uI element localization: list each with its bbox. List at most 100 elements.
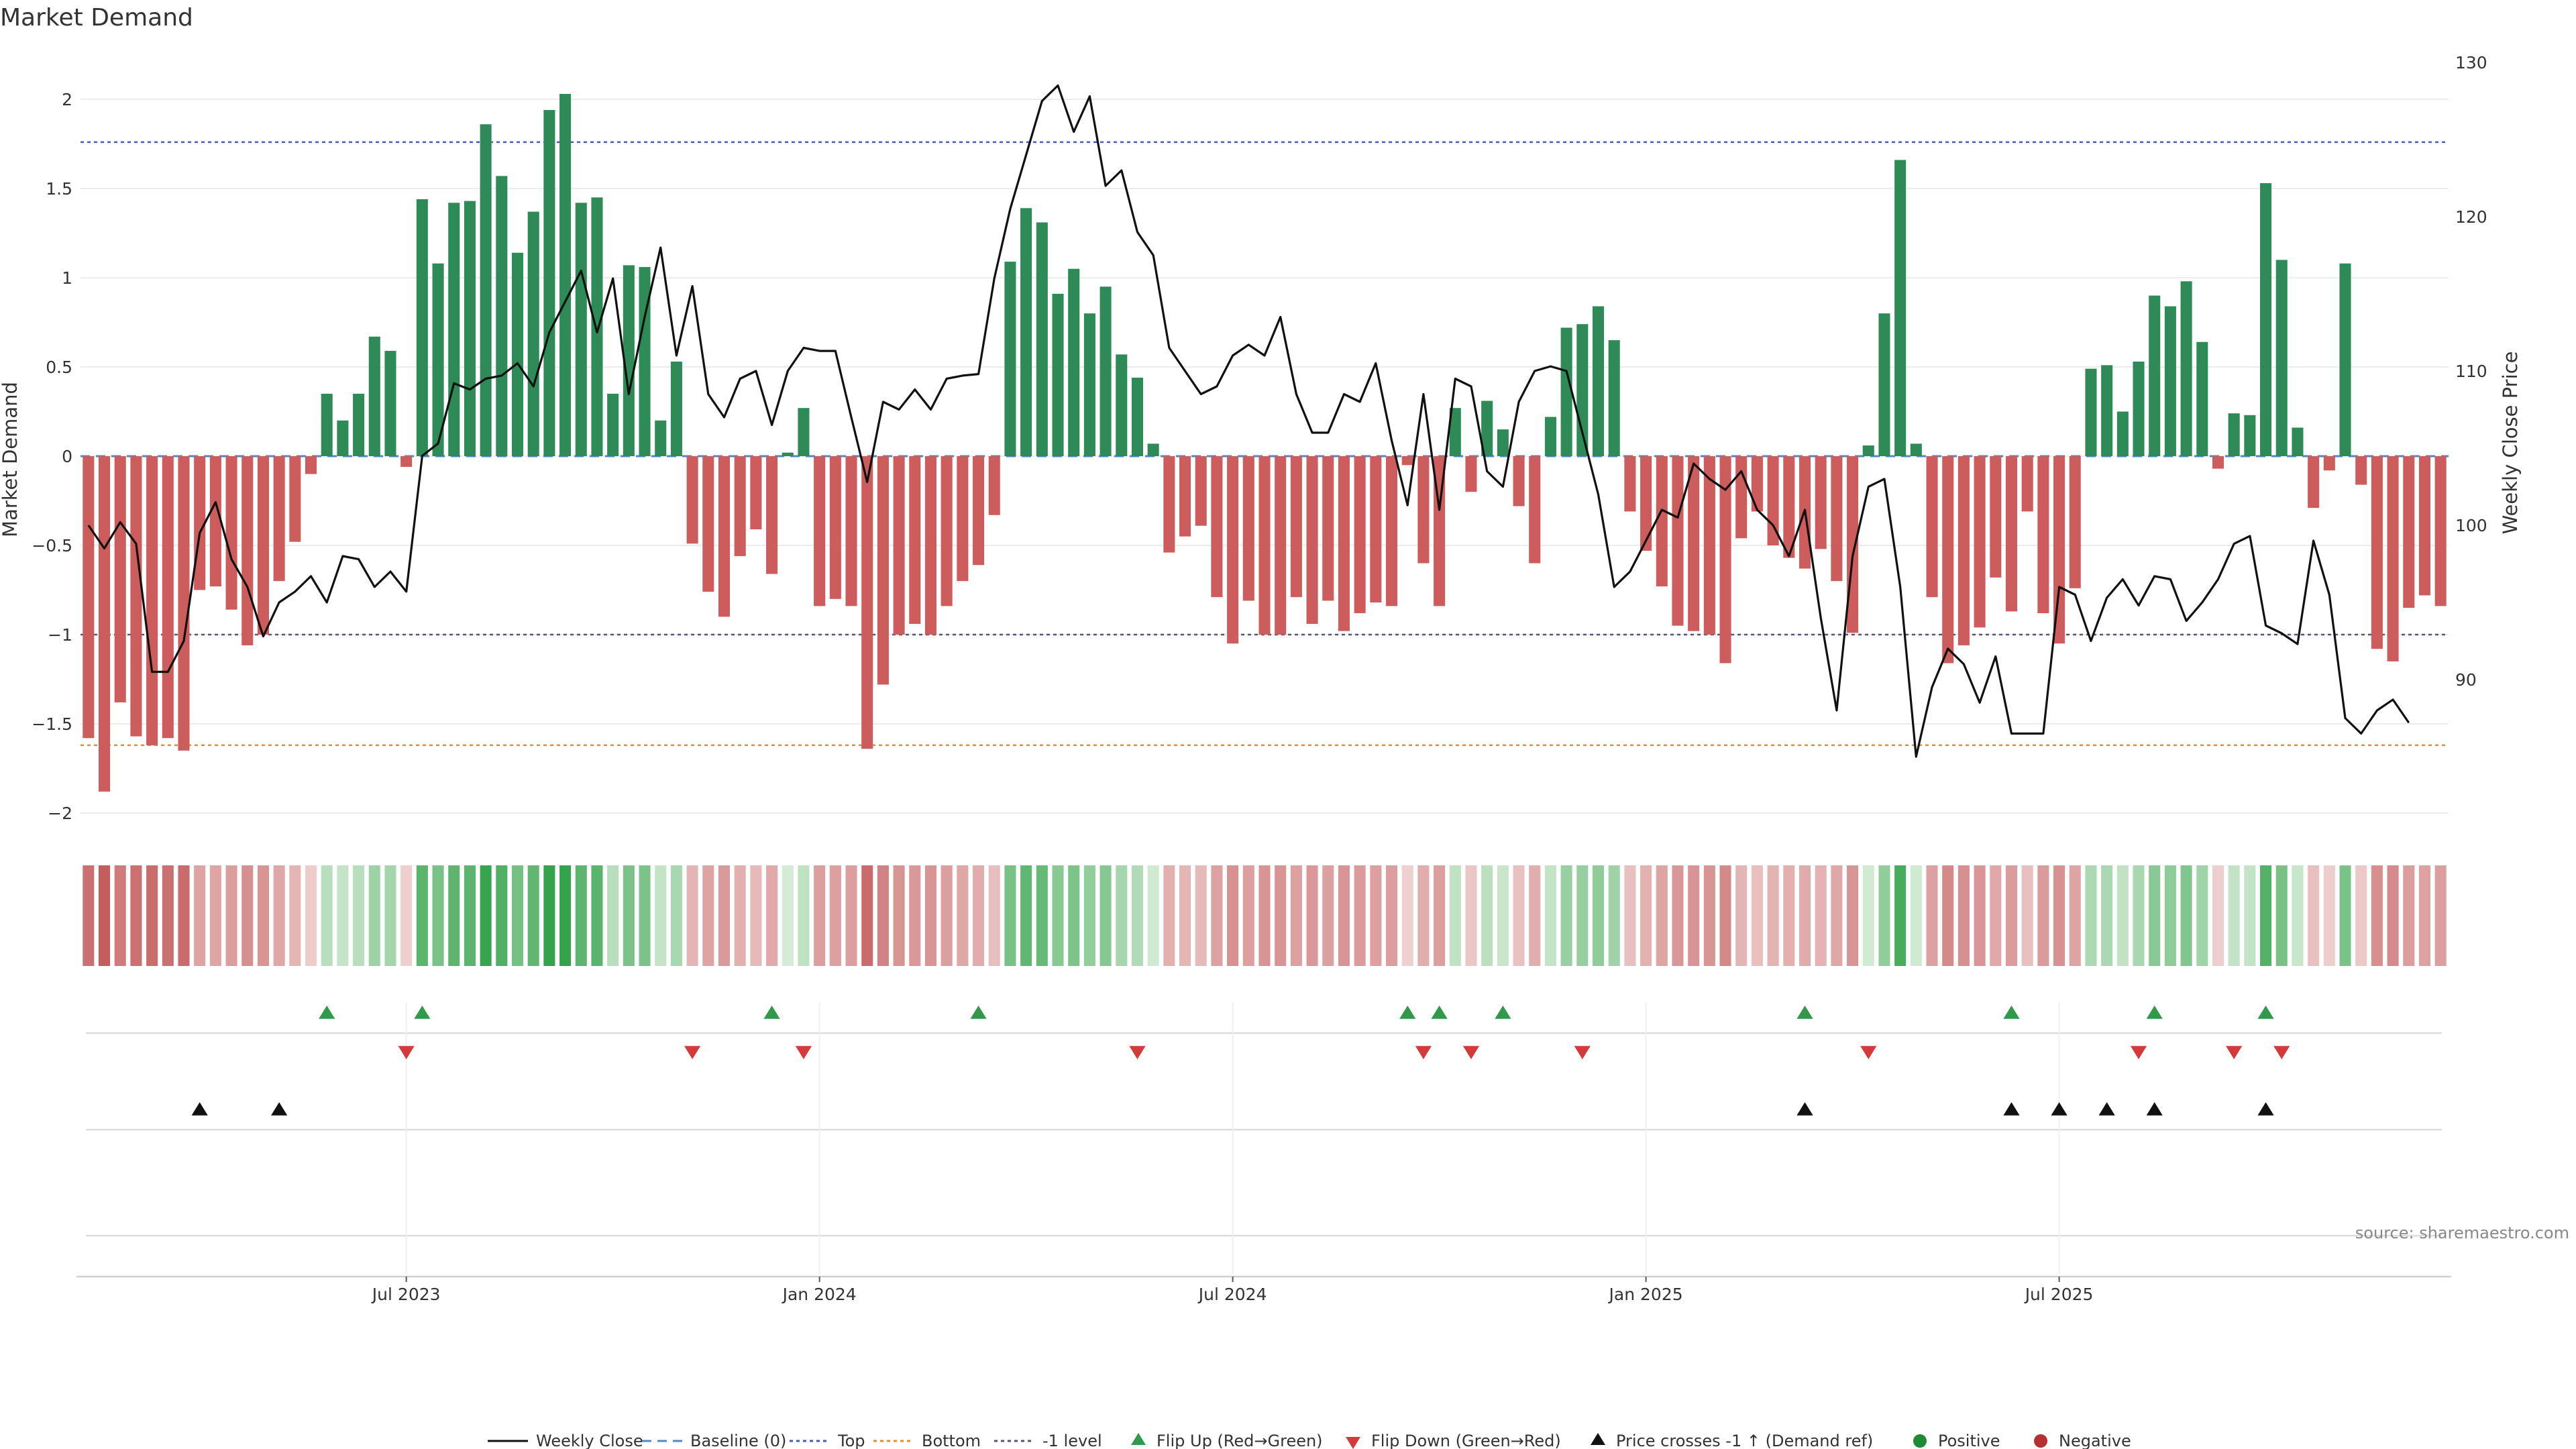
legend-item: Negative: [2034, 1432, 2131, 1449]
heat-cell: [2308, 865, 2320, 966]
heat-cell: [1656, 865, 1668, 966]
heat-cell: [2260, 865, 2272, 966]
price-cross-marker: [1796, 1102, 1813, 1116]
demand-bar: [1052, 293, 1064, 456]
heat-cell: [1052, 865, 1064, 966]
demand-bar: [1131, 377, 1143, 456]
heat-cell: [130, 865, 142, 966]
demand-bar: [1417, 456, 1430, 564]
demand-bar: [1258, 456, 1271, 635]
heat-cell: [734, 865, 746, 966]
demand-bar: [2196, 341, 2208, 456]
legend-item: Positive: [1913, 1432, 2000, 1449]
legend-label: Negative: [2059, 1432, 2131, 1449]
demand-bar: [2418, 456, 2430, 596]
heat-cell: [1370, 865, 1382, 966]
heat-cell: [1211, 865, 1223, 966]
demand-bar: [1227, 456, 1239, 644]
heat-cell: [1306, 865, 1318, 966]
legend-item: Flip Up (Red→Green): [1131, 1432, 1323, 1449]
demand-bar: [1831, 456, 1843, 582]
demand-bar: [1465, 456, 1477, 492]
legend-item: Bottom: [873, 1432, 981, 1449]
heat-cell: [1910, 865, 1922, 966]
heat-cell: [750, 865, 762, 966]
demand-bar: [496, 176, 508, 456]
demand-bar: [2053, 456, 2065, 644]
demand-bar: [368, 336, 380, 456]
demand-bar: [2069, 456, 2081, 588]
heat-cell: [1163, 865, 1175, 966]
legend-label: Positive: [1938, 1432, 2000, 1449]
heat-cell: [496, 865, 508, 966]
flip-up-markers: [319, 1006, 2274, 1019]
demand-bar: [670, 362, 682, 456]
flip-down-marker: [1415, 1046, 1432, 1059]
demand-bar: [798, 408, 810, 456]
demand-bar: [543, 109, 555, 456]
demand-bar: [209, 456, 221, 587]
heat-cell: [99, 865, 111, 966]
heat-cell: [1576, 865, 1589, 966]
flip-down-marker: [684, 1046, 701, 1059]
heat-cell: [1544, 865, 1556, 966]
flip-up-marker: [414, 1006, 431, 1019]
demand-bar: [1735, 456, 1748, 539]
demand-bar: [639, 267, 651, 456]
heat-cell: [1131, 865, 1143, 966]
demand-bar: [1957, 456, 1970, 645]
x-tick-label: Jul 2024: [1197, 1285, 1267, 1304]
x-tick-label: Jan 2024: [782, 1285, 857, 1304]
heat-cell: [1815, 865, 1827, 966]
demand-bar: [273, 456, 285, 582]
demand-bar: [1862, 445, 1874, 456]
heat-cell: [448, 865, 460, 966]
demand-bar: [1179, 456, 1191, 537]
heat-cell: [480, 865, 492, 966]
demand-bar: [2371, 456, 2383, 649]
x-tick-label: Jan 2025: [1608, 1285, 1683, 1304]
y-axis-label: Market Demand: [0, 382, 21, 537]
heat-cell: [543, 865, 555, 966]
demand-bar: [924, 456, 937, 635]
demand-bar: [750, 456, 762, 530]
heat-cell: [1847, 865, 1859, 966]
demand-bar: [1624, 456, 1636, 512]
heat-cell: [1942, 865, 1954, 966]
y-tick-label: 1: [62, 268, 72, 288]
x-tick-label: Jul 2023: [371, 1285, 441, 1304]
heat-cell: [1417, 865, 1430, 966]
heat-cell: [1592, 865, 1605, 966]
demand-bar: [2323, 456, 2335, 471]
heat-cell: [146, 865, 158, 966]
demand-bar: [1497, 429, 1509, 456]
demand-bar: [893, 456, 905, 635]
heat-cell: [575, 865, 587, 966]
demand-bar: [814, 456, 826, 606]
y-tick-label: 0.5: [46, 358, 72, 377]
flip-up-marker: [2146, 1006, 2163, 1019]
demand-bar: [1974, 456, 1986, 628]
x-axis: Jul 2023 Jan 2024 Jul 2024 Jan 2025 Jul 2025: [371, 1277, 2093, 1304]
demand-bar: [1163, 456, 1175, 553]
demand-bar: [2133, 362, 2145, 456]
y-tick-label: 0: [62, 447, 72, 466]
heat-cell: [416, 865, 428, 966]
demand-bar: [2244, 415, 2256, 456]
demand-bar: [1560, 327, 1572, 456]
heat-cell: [2196, 865, 2208, 966]
heat-cell: [1783, 865, 1795, 966]
heat-cell: [2403, 865, 2415, 966]
heat-cell: [1624, 865, 1636, 966]
heat-cell: [1195, 865, 1207, 966]
heat-cell: [2021, 865, 2033, 966]
demand-bar: [1242, 456, 1254, 601]
heat-cell: [511, 865, 524, 966]
heat-cell: [337, 865, 349, 966]
demand-bar: [1894, 160, 1907, 456]
heat-cell: [845, 865, 857, 966]
signal-panels: [76, 1003, 2451, 1278]
flip-up-marker: [2003, 1006, 2020, 1019]
demand-bar: [2387, 456, 2399, 661]
